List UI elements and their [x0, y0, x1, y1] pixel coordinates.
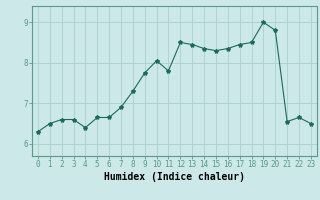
X-axis label: Humidex (Indice chaleur): Humidex (Indice chaleur)	[104, 172, 245, 182]
